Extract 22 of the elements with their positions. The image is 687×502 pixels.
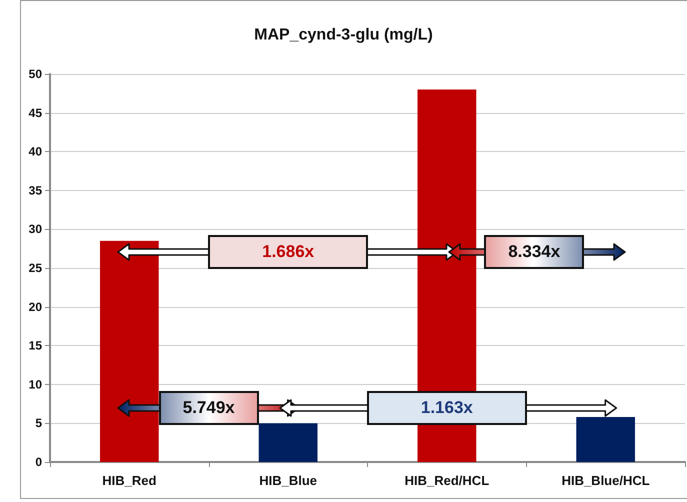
y-tick-label: 25	[28, 261, 42, 275]
y-tick-label: 40	[28, 144, 42, 159]
y-tick-label: 0	[35, 455, 42, 469]
bar	[576, 416, 635, 462]
callout-box: 8.334x	[484, 235, 584, 270]
y-tick-label: 50	[28, 67, 42, 81]
x-tick-label: HIB_Blue/HCL	[562, 473, 650, 488]
y-tick-label: 15	[28, 338, 42, 353]
callout-box: 1.686x	[208, 235, 368, 270]
x-tick-label: HIB_Blue	[259, 473, 318, 488]
y-tick-label: 30	[28, 222, 42, 236]
x-tick-label: HIB_Red	[102, 473, 157, 488]
x-tick-label: HIB_Red/HCL	[404, 473, 490, 488]
y-tick-label: 20	[28, 300, 42, 314]
y-tick-label: 35	[28, 183, 42, 198]
y-tick-label: 45	[28, 106, 42, 120]
y-tick-label: 5	[35, 416, 42, 430]
callout-box: 1.163x	[366, 390, 527, 425]
chart-title: MAP_cynd-3-glu (mg/L)	[254, 26, 433, 44]
bar	[258, 423, 318, 462]
y-tick-label: 10	[28, 377, 42, 392]
callout-box: 5.749x	[158, 390, 259, 425]
